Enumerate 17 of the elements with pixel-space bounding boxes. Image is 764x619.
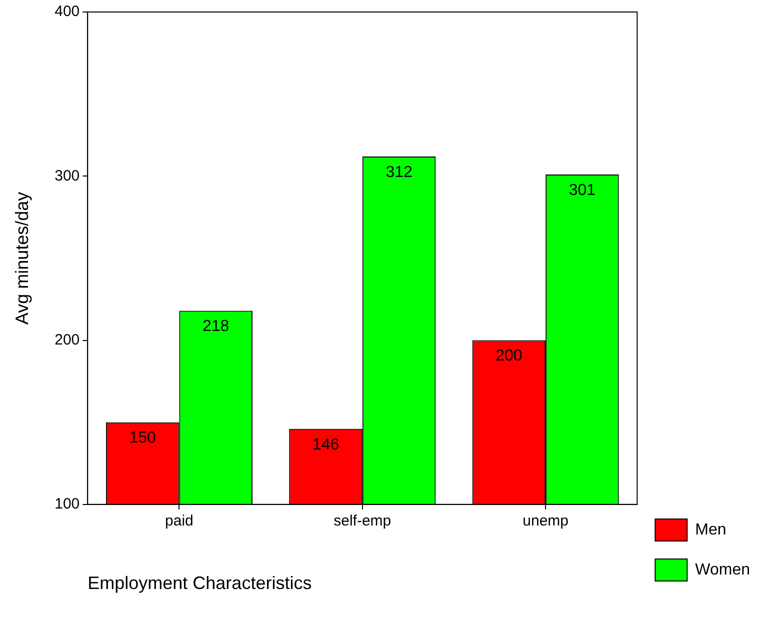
data-label: 312 bbox=[386, 164, 412, 181]
y-axis-title: Avg minutes/day bbox=[12, 192, 32, 325]
y-tick-label: 200 bbox=[54, 331, 80, 348]
data-label: 218 bbox=[202, 318, 230, 336]
data-label: 146 bbox=[312, 436, 340, 454]
y-tick-label: 400 bbox=[54, 3, 80, 20]
legend-label: Women bbox=[695, 561, 750, 578]
data-label: 150 bbox=[129, 430, 156, 447]
data-label: 200 bbox=[496, 348, 522, 365]
data-label: 301 bbox=[568, 182, 596, 199]
x-tick-label: paid bbox=[165, 512, 194, 530]
x-axis-title: Employment Characteristics bbox=[88, 573, 312, 594]
y-tick-label: 100 bbox=[54, 496, 80, 513]
legend-label: Men bbox=[695, 521, 726, 538]
x-tick-label: unemp bbox=[522, 512, 569, 530]
y-tick-label: 300 bbox=[54, 167, 80, 184]
x-tick-label: self-emp bbox=[334, 512, 392, 530]
